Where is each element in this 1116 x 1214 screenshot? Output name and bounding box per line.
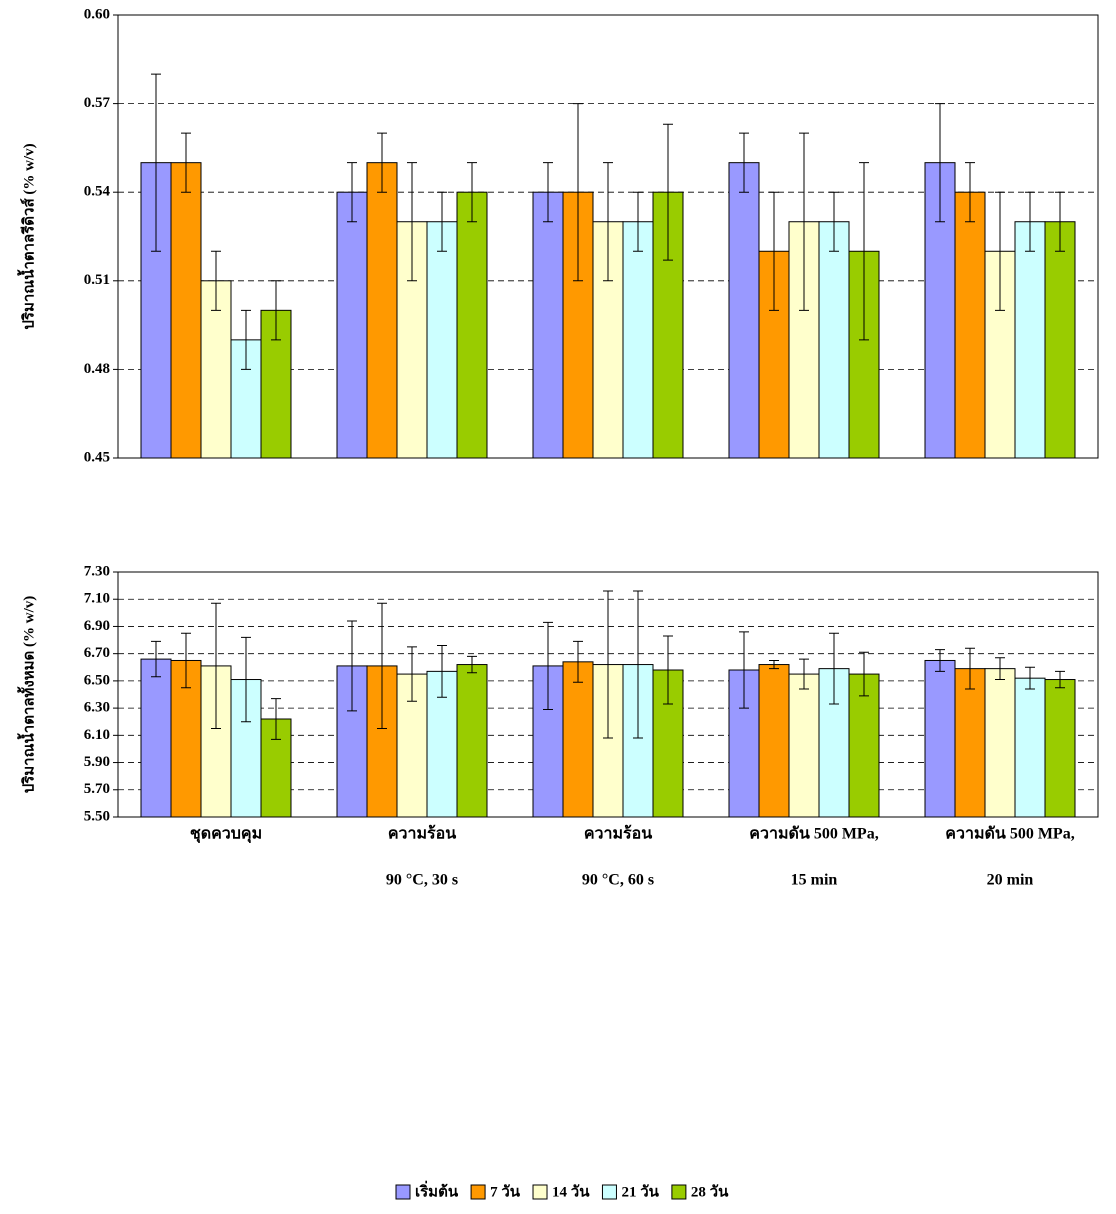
x-tick-label: ความดัน 500 MPa, [749, 825, 878, 843]
bar [141, 659, 171, 817]
bar [623, 222, 653, 458]
bar [1015, 222, 1045, 458]
y-tick-label: 0.60 [84, 6, 110, 22]
y-tick-label: 6.10 [84, 727, 110, 743]
legend-label: 28 วัน [691, 1183, 729, 1200]
x-tick-label: ความดัน 500 MPa, [945, 825, 1074, 843]
bar [457, 665, 487, 817]
x-tick-label: 20 min [987, 872, 1034, 889]
y-axis-title: ปริมาณน้ำตาลทั้งหมด (% w/v) [16, 596, 37, 794]
y-tick-label: 7.30 [84, 563, 110, 579]
bar [729, 163, 759, 458]
y-tick-label: 0.57 [84, 95, 111, 111]
y-tick-label: 5.50 [84, 808, 110, 824]
bar [759, 665, 789, 817]
legend-swatch [672, 1185, 686, 1199]
legend-swatch [533, 1185, 547, 1199]
y-tick-label: 0.54 [84, 184, 111, 200]
chart: 0.45 0.48 0.51 0.54 0.57 0.60 ปริมาณน้ำตาลรีดิ… [0, 0, 1116, 1214]
x-tick-label: ชุดควบคุม [190, 826, 262, 844]
x-tick-label: ความร้อน [584, 825, 652, 843]
bar [171, 163, 201, 458]
bar [337, 192, 367, 458]
x-tick-label: 90 °C, 30 s [386, 872, 458, 889]
bar [955, 192, 985, 458]
bar [533, 192, 563, 458]
y-tick-label: 5.70 [84, 781, 110, 797]
bar [1045, 680, 1075, 817]
y-tick-label: 7.10 [84, 591, 110, 607]
bar [1015, 678, 1045, 817]
legend-swatch [602, 1185, 616, 1199]
legend-label: 21 วัน [621, 1183, 659, 1200]
legend-label: 7 วัน [490, 1183, 521, 1200]
y-tick-label: 6.70 [84, 645, 110, 661]
bar [427, 222, 457, 458]
x-tick-label: 15 min [791, 872, 838, 889]
bar [819, 222, 849, 458]
y-tick-label: 0.51 [84, 272, 110, 288]
bar [955, 669, 985, 817]
y-tick-label: 6.90 [84, 618, 110, 634]
bar [985, 669, 1015, 817]
legend-label: เริ่มต้น [415, 1180, 459, 1200]
y-tick-label: 6.50 [84, 672, 110, 688]
legend-swatch [396, 1185, 410, 1199]
y-tick-label: 0.48 [84, 361, 110, 377]
bar [1045, 222, 1075, 458]
bar [457, 192, 487, 458]
bar [925, 660, 955, 817]
y-tick-label: 0.45 [84, 449, 110, 465]
y-tick-label: 6.30 [84, 700, 110, 716]
bar [563, 662, 593, 817]
bar [789, 674, 819, 817]
x-tick-label: 90 °C, 60 s [582, 872, 654, 889]
bar [367, 163, 397, 458]
x-tick-label: ความร้อน [388, 825, 456, 843]
y-tick-label: 5.90 [84, 754, 110, 770]
legend-label: 14 วัน [552, 1183, 590, 1200]
legend-swatch [471, 1185, 485, 1199]
y-axis-title: ปริมาณน้ำตาลรีดิวส์ (% w/v) [16, 143, 37, 329]
